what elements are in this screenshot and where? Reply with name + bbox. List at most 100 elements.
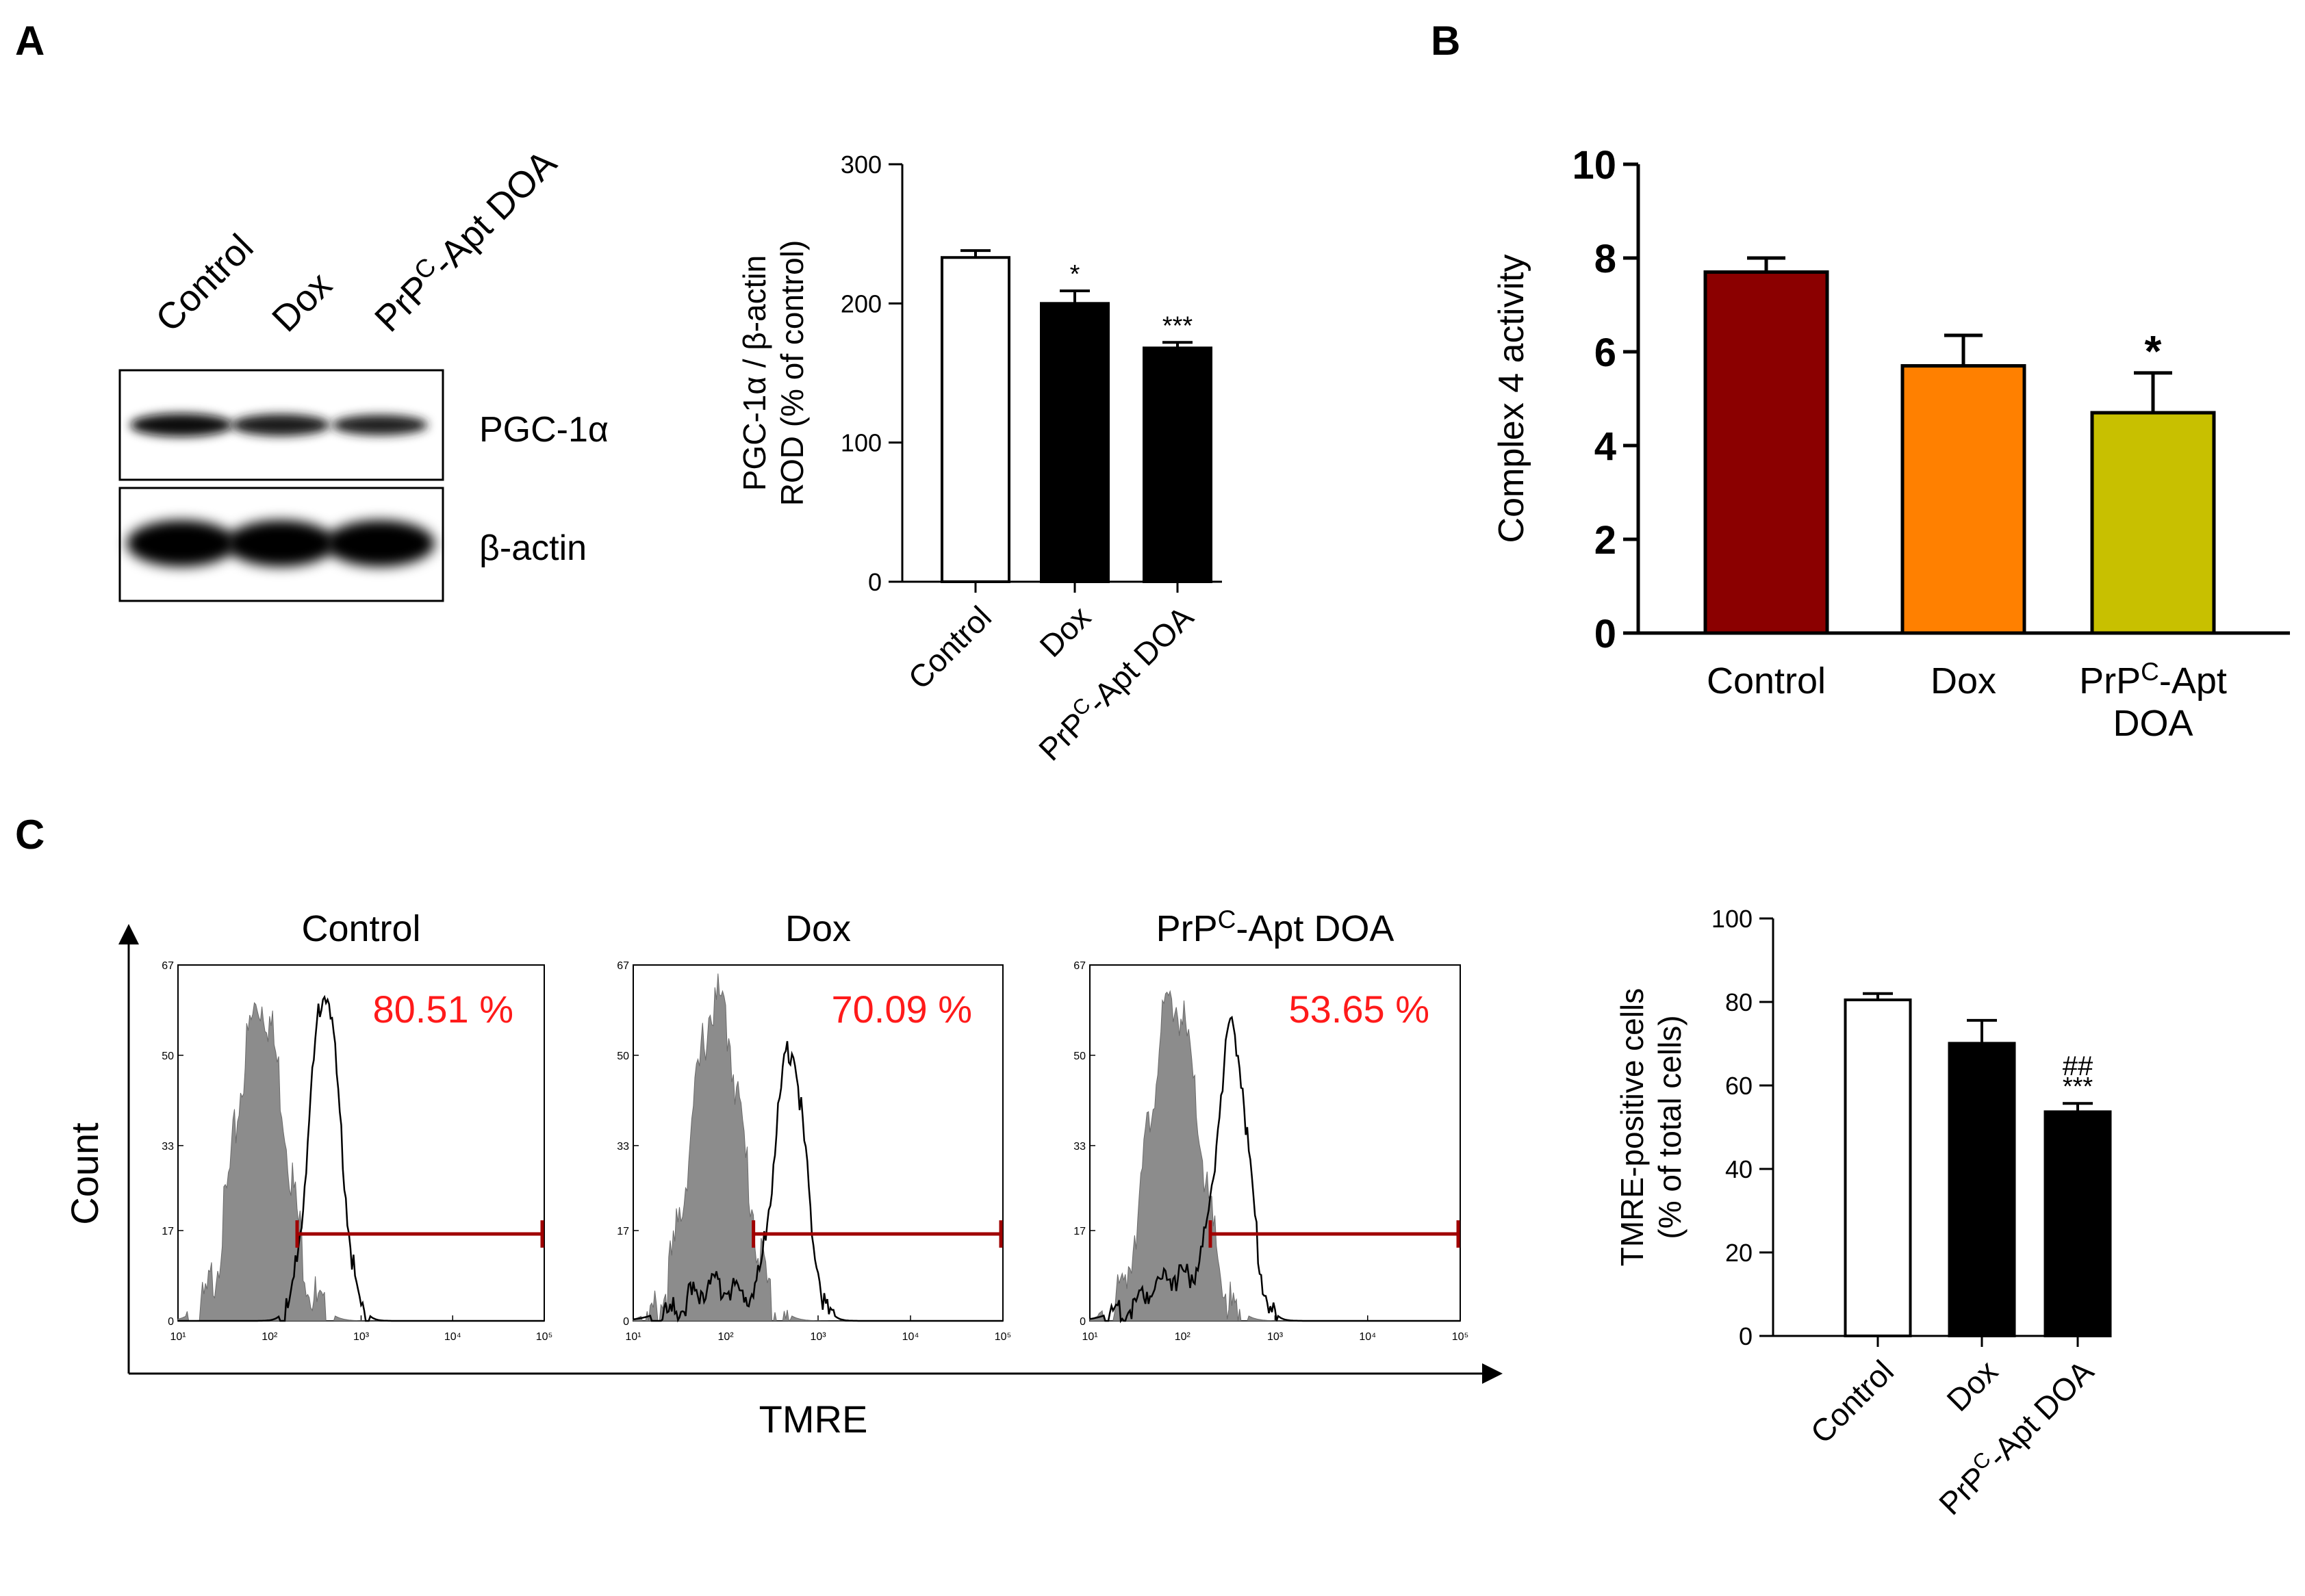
- blot-band: [127, 520, 236, 567]
- blot-band-label: PGC-1α: [479, 410, 609, 450]
- y-tick-label: 67: [162, 960, 174, 972]
- y-tick-label: 6: [1594, 331, 1616, 375]
- y-tick-label: 17: [162, 1226, 174, 1237]
- y-tick-label: 20: [1725, 1239, 1753, 1267]
- y-axis-label: ROD (% of control): [774, 240, 810, 506]
- blot-band: [231, 414, 330, 436]
- y-tick-label: 50: [617, 1051, 629, 1062]
- y-tick-label: 300: [841, 151, 882, 179]
- x-tick-label: Dox: [1939, 1353, 2004, 1418]
- control-histogram: [1089, 990, 1460, 1322]
- bar: [1844, 998, 1912, 1337]
- x-tick-label: 10³: [810, 1331, 826, 1343]
- blot-band: [226, 520, 335, 567]
- y-tick-label: 67: [617, 960, 629, 972]
- gated-percentage: 53.65 %: [1289, 988, 1430, 1031]
- tmre-histogram: [1089, 1016, 1460, 1324]
- x-tick-label: 10⁴: [902, 1331, 919, 1343]
- histogram-title: Dox: [785, 908, 851, 949]
- bar: [1948, 1042, 2016, 1337]
- x-tick-label: 10⁵: [995, 1331, 1011, 1343]
- x-tick-label: 10³: [353, 1331, 370, 1343]
- tmre-histogram: [633, 1041, 1003, 1323]
- y-tick-label: 33: [1073, 1141, 1086, 1153]
- x-tick-label: 10⁴: [1359, 1331, 1376, 1343]
- blot-band: [130, 413, 233, 437]
- y-axis-label: Complex 4 activity: [1492, 255, 1531, 543]
- y-tick-label: 2: [1594, 518, 1616, 563]
- y-tick-label: 0: [868, 568, 882, 596]
- bar: [1143, 346, 1212, 583]
- x-tick-label: 10²: [717, 1331, 734, 1343]
- x-tick-label: PrPC-Apt: [2079, 658, 2227, 702]
- blot-lane-label: PrPC-Apt DOA: [365, 140, 564, 339]
- bar: [1703, 270, 1829, 635]
- significance-marker: *: [1070, 260, 1080, 289]
- x-tick-label: 10¹: [1082, 1331, 1097, 1343]
- gated-percentage: 70.09 %: [832, 988, 973, 1031]
- y-tick-label: 17: [1073, 1226, 1086, 1237]
- blot-band-label: β-actin: [479, 528, 587, 568]
- blot-band: [332, 415, 428, 435]
- x-tick-label: Dox: [1032, 599, 1097, 664]
- control-histogram: [177, 1002, 544, 1322]
- panel-label-a: A: [15, 18, 44, 64]
- histogram-title: PrPC-Apt DOA: [1156, 905, 1395, 949]
- y-tick-label: 200: [841, 289, 882, 318]
- y-tick-label: 40: [1725, 1155, 1753, 1183]
- y-tick-label: 0: [1080, 1316, 1086, 1328]
- x-tick-label: DOA: [2113, 703, 2193, 744]
- x-tick-label: 10²: [262, 1331, 278, 1343]
- gated-percentage: 80.51 %: [373, 988, 514, 1031]
- bar: [1040, 302, 1110, 583]
- significance-marker: ##: [2063, 1051, 2093, 1081]
- x-tick-label: 10²: [1175, 1331, 1191, 1343]
- y-tick-label: 67: [1073, 960, 1086, 972]
- significance-marker: *: [2145, 326, 2162, 376]
- x-tick-label: 10¹: [625, 1331, 641, 1343]
- y-tick-label: 0: [168, 1316, 174, 1328]
- x-tick-label: Control: [1707, 660, 1826, 702]
- histogram-title: Control: [301, 908, 420, 949]
- y-tick-label: 50: [162, 1051, 174, 1062]
- y-axis-label: PGC-1α / β-actin: [737, 255, 772, 491]
- y-tick-label: 8: [1594, 237, 1616, 281]
- significance-marker: ***: [1162, 311, 1193, 340]
- y-tick-label: 100: [1711, 905, 1753, 933]
- y-axis-label: Count: [63, 1122, 106, 1225]
- y-tick-label: 0: [623, 1316, 629, 1328]
- y-tick-label: 50: [1073, 1051, 1086, 1062]
- western-blot: Control Dox PrPC-Apt DOA PGC-1α β-actin: [118, 140, 609, 602]
- bar: [2090, 411, 2216, 635]
- chart-c-flow-histograms: Count TMRE Control 0 17 33 50 67 10¹ 10² 10³ 10⁴ 10⁵…: [63, 905, 1503, 1441]
- y-tick-label: 33: [162, 1141, 174, 1153]
- y-tick-label: 4: [1594, 424, 1616, 469]
- y-tick-label: 10: [1572, 143, 1616, 188]
- y-tick-label: 0: [1739, 1322, 1753, 1350]
- x-tick-label: Control: [901, 599, 998, 696]
- x-tick-label: 10⁵: [536, 1331, 552, 1343]
- y-tick-label: 0: [1594, 612, 1616, 656]
- y-axis-label: (% of total cells): [1652, 1015, 1688, 1239]
- x-axis-label: TMRE: [759, 1398, 868, 1441]
- blot-lane-label: Control: [148, 227, 262, 340]
- y-axis-label: TMRE-positive cells: [1614, 988, 1650, 1266]
- x-tick-label: Dox: [1931, 660, 1996, 702]
- x-tick-label: Control: [1803, 1353, 1900, 1450]
- panel-label-c: C: [15, 812, 44, 858]
- bar: [1900, 364, 2026, 635]
- y-tick-label: 17: [617, 1226, 629, 1237]
- x-tick-label: 10¹: [170, 1331, 186, 1343]
- bar: [2043, 1110, 2112, 1338]
- x-tick-label: 10³: [1267, 1331, 1284, 1343]
- y-tick-label: 100: [841, 429, 882, 457]
- significance-marker: ***: [2063, 1072, 2093, 1101]
- tmre-histogram: [178, 994, 544, 1322]
- y-tick-label: 60: [1725, 1072, 1753, 1100]
- blot-lane-label: Dox: [264, 264, 340, 339]
- y-tick-label: 33: [617, 1141, 629, 1153]
